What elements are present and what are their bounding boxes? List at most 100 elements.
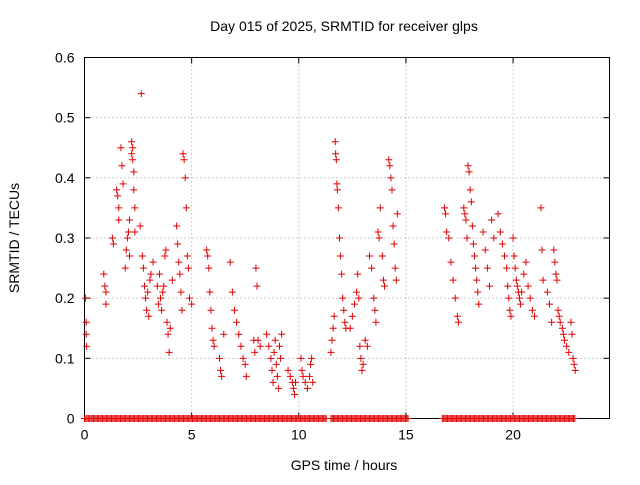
data-point [370, 294, 378, 302]
data-point [203, 246, 211, 254]
data-point [565, 348, 573, 356]
data-point [309, 378, 317, 386]
data-point [337, 252, 345, 260]
data-point [546, 300, 553, 308]
data-point [449, 276, 457, 284]
x-axis-label: GPS time / hours [291, 457, 398, 473]
data-point [559, 330, 567, 338]
data-point [216, 354, 223, 362]
data-point [472, 264, 480, 272]
data-point [143, 306, 151, 314]
data-point [130, 186, 138, 194]
data-point [254, 336, 262, 344]
data-point [100, 270, 108, 278]
data-point [130, 168, 138, 176]
data-point [387, 174, 395, 182]
data-point [531, 312, 538, 320]
data-point [164, 330, 172, 338]
data-point [210, 342, 218, 350]
data-point [453, 312, 461, 320]
y-tick-label: 0.6 [55, 50, 75, 66]
data-point [333, 186, 341, 194]
data-point [82, 330, 90, 338]
data-point [348, 312, 356, 320]
data-point [379, 276, 387, 284]
data-point [153, 282, 161, 290]
data-point [385, 156, 393, 164]
data-point [308, 354, 316, 362]
data-point [447, 258, 455, 266]
data-point [561, 336, 568, 344]
data-point [204, 252, 212, 260]
data-point [513, 282, 521, 290]
data-point [180, 156, 188, 164]
data-point [340, 306, 348, 314]
data-point [146, 276, 154, 284]
data-point [488, 216, 496, 224]
data-point [461, 210, 469, 218]
data-point [505, 294, 513, 302]
data-point [289, 384, 297, 392]
data-point [159, 288, 167, 296]
data-point [332, 156, 340, 164]
data-point [205, 264, 213, 272]
data-point [206, 288, 214, 296]
data-point [442, 210, 450, 218]
data-point [252, 264, 260, 272]
data-point [118, 162, 126, 170]
data-point [163, 318, 171, 326]
data-point [464, 162, 472, 170]
data-point [121, 264, 129, 272]
data-point [82, 294, 90, 302]
data-point [368, 264, 376, 272]
data-point [188, 300, 196, 308]
data-point [174, 240, 182, 248]
y-axis-label: SRMTID / TECUs [6, 183, 22, 293]
data-point [271, 336, 279, 344]
data-point [184, 264, 192, 272]
data-point [168, 276, 176, 284]
data-point [570, 360, 578, 368]
data-point [162, 246, 170, 254]
data-point [376, 204, 384, 212]
data-point [339, 294, 347, 302]
data-point [307, 360, 315, 368]
data-point [298, 366, 306, 374]
data-point [555, 312, 563, 320]
data-point [186, 294, 193, 302]
x-tick-label: 0 [81, 427, 89, 443]
data-point [465, 168, 473, 176]
data-point [242, 372, 250, 380]
data-point [486, 282, 493, 290]
data-point [375, 234, 383, 242]
data-point [336, 234, 343, 242]
data-point [158, 306, 166, 314]
data-point [239, 354, 247, 362]
data-point [475, 300, 483, 308]
data-point [270, 348, 278, 356]
data-point [179, 150, 187, 158]
data-point [139, 264, 147, 272]
data-point [471, 252, 478, 260]
data-point [138, 252, 146, 260]
data-point [235, 330, 243, 338]
data-point [331, 138, 339, 146]
data-point [356, 342, 364, 350]
data-point [445, 234, 453, 242]
data-point [371, 306, 379, 314]
data-point [115, 216, 123, 224]
data-point [454, 318, 462, 326]
data-point [284, 366, 292, 374]
chart-title: Day 015 of 2025, SRMTID for receiver glp… [210, 18, 478, 34]
data-point [474, 288, 482, 296]
data-point [269, 378, 277, 386]
data-point [490, 234, 498, 242]
data-point [82, 318, 90, 326]
data-point [145, 312, 153, 320]
data-point [102, 300, 110, 308]
data-point [147, 270, 155, 278]
data-point [166, 324, 174, 332]
data-point [363, 342, 371, 350]
data-point [551, 258, 559, 266]
